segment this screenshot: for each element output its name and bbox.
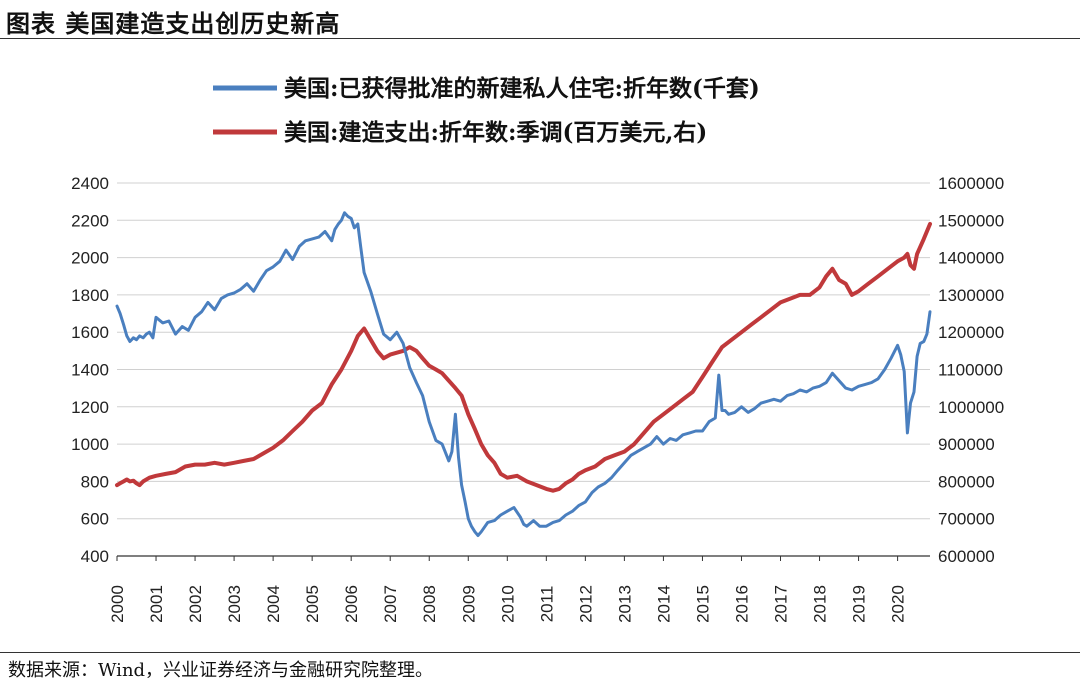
y-right-tick-label: 800000 xyxy=(938,472,995,491)
x-tick-label: 2013 xyxy=(615,585,634,623)
x-tick-label: 2002 xyxy=(186,585,205,623)
y-left-tick-label: 2400 xyxy=(71,174,109,193)
x-tick-label: 2018 xyxy=(811,585,830,623)
y-right-tick-label: 1100000 xyxy=(938,361,1003,380)
source-note: 数据来源：Wind，兴业证券经济与金融研究院整理。 xyxy=(8,660,434,681)
x-tick-label: 2004 xyxy=(264,585,283,623)
x-tick-label: 2009 xyxy=(459,585,478,623)
legend-label-permits: 美国:已获得批准的新建私人住宅:折年数(千套) xyxy=(284,75,760,102)
y-left-tick-label: 2000 xyxy=(71,249,109,268)
x-tick-label: 2020 xyxy=(889,585,908,623)
y-right-tick-label: 1300000 xyxy=(938,286,1004,305)
x-tick-label: 2003 xyxy=(225,585,244,623)
x-tick-label: 2005 xyxy=(303,585,322,623)
y-right-tick-label: 1500000 xyxy=(938,211,1004,230)
left-axis-ticks: 400 600 800 1000 1200 1400 1600 1800 2000 2200 240… xyxy=(71,174,109,566)
x-tick-label: 2000 xyxy=(108,585,127,623)
x-tick-label: 2012 xyxy=(576,585,595,623)
y-left-tick-label: 800 xyxy=(81,472,109,491)
legend-label-construction: 美国:建造支出:折年数:季调(百万美元,右) xyxy=(284,119,707,146)
y-left-tick-label: 1200 xyxy=(71,398,109,417)
series-line-permits xyxy=(115,211,932,537)
x-tick-label: 2001 xyxy=(147,585,166,623)
legend: 美国:已获得批准的新建私人住宅:折年数(千套) 美国:建造支出:折年数:季调(百… xyxy=(213,75,760,146)
x-tick-label: 2015 xyxy=(693,585,712,623)
top-rule xyxy=(0,38,1080,39)
x-tick-label: 2008 xyxy=(420,585,439,623)
series-lines xyxy=(115,211,932,537)
right-axis-ticks: 600000 700000 800000 900000 1000000 1100000 12… xyxy=(938,174,1004,566)
y-right-tick-label: 900000 xyxy=(938,435,995,454)
y-left-tick-label: 1800 xyxy=(71,286,109,305)
y-left-tick-label: 1600 xyxy=(71,323,109,342)
series-line-construction xyxy=(115,222,932,493)
y-left-tick-label: 1400 xyxy=(71,361,109,380)
x-tick-label: 2016 xyxy=(732,585,751,623)
gridlines xyxy=(117,182,930,557)
bottom-rule xyxy=(0,652,1080,653)
y-left-tick-label: 600 xyxy=(81,510,109,529)
x-tick-label: 2010 xyxy=(498,585,517,623)
y-right-tick-label: 1200000 xyxy=(938,323,1004,342)
line-chart: 美国:已获得批准的新建私人住宅:折年数(千套) 美国:建造支出:折年数:季调(百… xyxy=(71,75,1004,623)
y-right-tick-label: 700000 xyxy=(938,510,995,529)
x-tick-label: 2014 xyxy=(654,585,673,623)
x-tick-label: 2007 xyxy=(381,585,400,623)
figure-title: 图表 美国建造支出创历史新高 xyxy=(6,9,341,38)
x-tick-label: 2006 xyxy=(342,585,361,623)
x-tick-label: 2011 xyxy=(537,586,556,623)
x-tick-label: 2017 xyxy=(772,585,791,623)
y-left-tick-label: 2200 xyxy=(71,211,109,230)
y-left-tick-label: 1000 xyxy=(71,435,109,454)
y-right-tick-label: 600000 xyxy=(938,547,995,566)
y-left-tick-label: 400 xyxy=(81,547,109,566)
y-right-tick-label: 1600000 xyxy=(938,174,1004,193)
x-tick-label: 2019 xyxy=(850,585,869,623)
y-right-tick-label: 1000000 xyxy=(938,398,1004,417)
y-right-tick-label: 1400000 xyxy=(938,249,1004,268)
x-axis: 2000 2001 2002 2003 2004 2005 2006 2007 2008 2009… xyxy=(108,555,930,623)
